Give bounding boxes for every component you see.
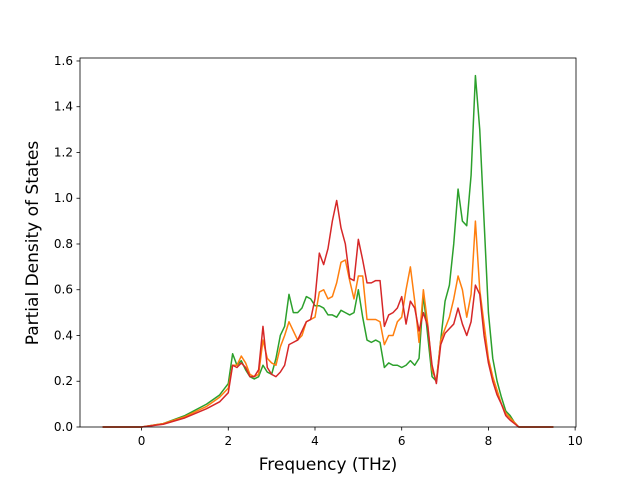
series-line xyxy=(102,199,554,428)
y-tick-label: 0.8 xyxy=(54,237,73,251)
series-line xyxy=(102,220,554,428)
x-tick-label: 8 xyxy=(485,434,493,448)
y-tick-label: 1.0 xyxy=(54,191,73,205)
y-tick-label: 0.4 xyxy=(54,328,73,342)
series-line xyxy=(102,74,554,428)
x-tick-label: 10 xyxy=(567,434,582,448)
x-tick-label: 4 xyxy=(311,434,319,448)
axes-frame xyxy=(79,57,577,428)
y-tick-label: 1.4 xyxy=(54,100,73,114)
x-tick-label: 0 xyxy=(138,434,146,448)
y-tick-label: 0.0 xyxy=(54,420,73,434)
y-tick-label: 0.6 xyxy=(54,283,73,297)
y-tick-label: 1.2 xyxy=(54,145,73,159)
y-tick-label: 0.2 xyxy=(54,374,73,388)
y-tick-label: 1.6 xyxy=(54,54,73,68)
x-tick-label: 2 xyxy=(224,434,232,448)
x-axis-label: Frequency (THz) xyxy=(259,455,398,475)
x-tick-label: 6 xyxy=(398,434,406,448)
y-axis-label: Partial Density of States xyxy=(23,141,43,346)
